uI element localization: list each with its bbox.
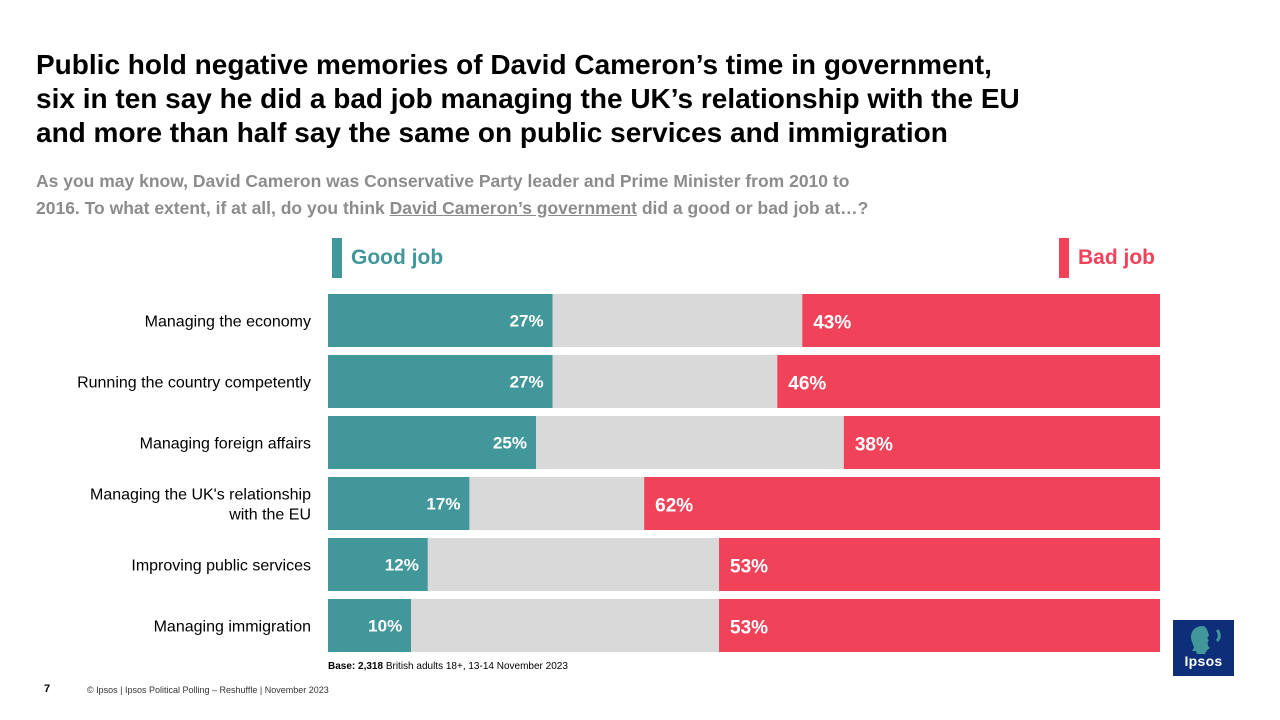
bar-bad-value-label-3: 62% xyxy=(655,496,693,517)
question-line-2: 2016. To what extent, if at all, do you … xyxy=(36,195,1076,222)
bar-good-value-label-5: 10% xyxy=(368,617,402,636)
question-line-2-start: 2016. To what extent, if at all, do you … xyxy=(36,198,390,218)
bar-bad-4 xyxy=(719,538,1160,591)
legend-bad-label: Bad job xyxy=(1078,246,1155,269)
category-label-5: Managing immigration xyxy=(154,619,311,636)
page-number: 7 xyxy=(44,683,51,695)
bar-good-value-label-2: 25% xyxy=(493,434,527,453)
bar-bad-3 xyxy=(644,477,1160,530)
ipsos-logo-icon xyxy=(1191,626,1221,654)
title-line-2: six in ten say he did a bad job managing… xyxy=(36,83,1020,114)
bar-good-4 xyxy=(328,538,428,591)
legend-good-label: Good job xyxy=(351,246,444,269)
legend-bad-swatch xyxy=(1059,238,1069,278)
bar-good-0 xyxy=(328,294,553,347)
bar-good-5 xyxy=(328,599,412,652)
legend-good-swatch xyxy=(332,238,342,278)
category-label-3-line-0: Managing the UK's relationship xyxy=(90,487,311,504)
page-title: Public hold negative memories of David C… xyxy=(36,48,1236,150)
bar-neutral-1 xyxy=(552,355,778,408)
question-line-2-end: did a good or bad job at…? xyxy=(636,198,869,218)
title-line-3: and more than half say the same on publi… xyxy=(36,117,948,148)
bar-bad-value-label-2: 38% xyxy=(855,435,893,456)
category-label-1: Running the country competently xyxy=(77,375,311,392)
bar-bad-1 xyxy=(777,355,1160,408)
bar-neutral-0 xyxy=(552,294,803,347)
bar-good-2 xyxy=(328,416,536,469)
bar-bad-0 xyxy=(802,294,1160,347)
bar-bad-2 xyxy=(843,416,1160,469)
category-label-4: Improving public services xyxy=(131,558,311,575)
ipsos-logo: Ipsos xyxy=(1173,620,1234,676)
question-text: As you may know, David Cameron was Conse… xyxy=(36,168,1076,222)
bar-good-value-label-0: 27% xyxy=(510,312,544,331)
bar-bad-value-label-5: 53% xyxy=(730,618,768,639)
category-label-3-line-1: with the EU xyxy=(228,507,311,524)
category-label-0: Managing the economy xyxy=(145,314,311,331)
category-label-2: Managing foreign affairs xyxy=(140,436,311,453)
bar-good-1 xyxy=(328,355,553,408)
legend-bad: Bad job xyxy=(1059,238,1155,278)
base-text: British adults 18+, 13-14 November 2023 xyxy=(383,661,568,672)
base-note: Base: 2,318 British adults 18+, 13-14 No… xyxy=(328,661,568,672)
footer-copyright: © Ipsos | Ipsos Political Polling – Resh… xyxy=(87,685,329,695)
bar-good-3 xyxy=(328,477,470,530)
question-underlined-phrase: David Cameron’s government xyxy=(389,198,637,218)
question-line-1: As you may know, David Cameron was Conse… xyxy=(36,171,850,191)
bar-neutral-2 xyxy=(536,416,844,469)
bar-neutral-4 xyxy=(427,538,720,591)
ipsos-logo-word: Ipsos xyxy=(1184,653,1223,669)
legend-good: Good job xyxy=(332,238,443,278)
bar-bad-value-label-1: 46% xyxy=(788,374,826,395)
bar-good-value-label-1: 27% xyxy=(510,373,544,392)
bar-neutral-3 xyxy=(469,477,645,530)
bar-bad-value-label-4: 53% xyxy=(730,557,768,578)
title-line-1: Public hold negative memories of David C… xyxy=(36,49,992,80)
bar-bad-value-label-0: 43% xyxy=(813,313,851,334)
bar-good-value-label-3: 17% xyxy=(426,495,460,514)
bar-neutral-5 xyxy=(411,599,720,652)
base-label: Base: 2,318 xyxy=(328,661,384,672)
bar-bad-5 xyxy=(719,599,1160,652)
bar-good-value-label-4: 12% xyxy=(385,556,419,575)
